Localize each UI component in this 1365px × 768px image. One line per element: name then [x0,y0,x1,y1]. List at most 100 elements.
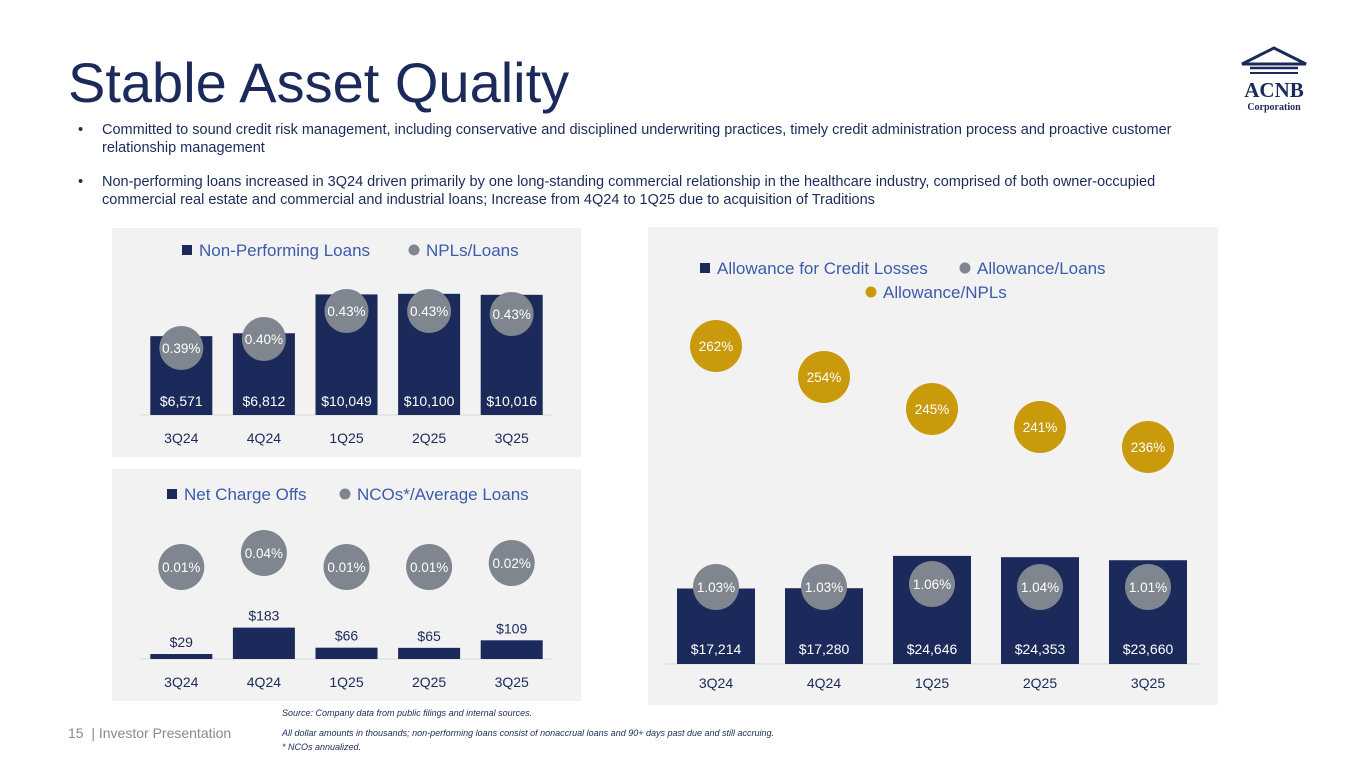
legend-label: Allowance for Credit Losses [717,259,928,278]
bar-2Q25 [398,647,461,659]
ratio-label: 1.03% [697,580,735,595]
legend-marker-circle [959,262,971,274]
ratio-marker [240,530,287,576]
bar-value-label: $17,214 [691,641,742,657]
nco-chart-panel: Net Charge Offs NCOs*/Average Loans $29 3Q2… [112,469,581,701]
ratio-label: 241% [1023,420,1058,435]
ratio-label: 0.01% [410,560,448,575]
ratio-marker [407,289,452,333]
legend-marker-circle [339,488,351,500]
category-label: 3Q25 [1131,675,1165,691]
legend-label: NPLs/Loans [426,241,519,260]
category-label: 4Q24 [807,675,841,691]
ratio-label: 245% [915,402,950,417]
ratio-label: 0.43% [327,304,365,319]
bar-value-label: $23,660 [1123,641,1174,657]
ratio-marker [159,326,204,370]
nco-chart: Net Charge Offs NCOs*/Average Loans $29 3Q2… [140,485,553,690]
ratio-marker [241,317,286,361]
ratio-marker [158,544,205,590]
bar-value-label: $65 [417,628,441,644]
ratio-marker [406,544,453,590]
bar-value-label: $183 [248,608,279,624]
legend-label: Allowance/NPLs [883,283,1007,302]
logo-sub-text: Corporation [1247,102,1301,113]
legend-label: Allowance/Loans [977,259,1106,278]
bar-value-label: $24,646 [907,641,958,657]
bar-4Q24 [232,627,295,659]
category-label: 1Q25 [329,430,363,446]
ratio-marker [1017,564,1063,610]
bullet-item: Committed to sound credit risk managemen… [78,121,1218,157]
ratio-marker [693,564,739,610]
legend-marker-circle [865,286,877,298]
legend-label: NCOs*/Average Loans [357,485,529,504]
ratio-marker [489,292,534,336]
category-label: 3Q25 [495,674,529,690]
bar-value-label: $29 [170,634,194,650]
ratio-label: 0.01% [327,560,365,575]
gold-ratio-marker [1122,421,1174,473]
bullet-item: Non-performing loans increased in 3Q24 d… [78,173,1218,209]
gold-ratio-marker [690,320,742,372]
ratio-marker [323,544,370,590]
category-label: 3Q24 [164,674,198,690]
logo-main-text: ACNB [1244,78,1304,102]
category-label: 2Q25 [412,674,446,690]
bar-value-label: $10,016 [486,393,537,409]
ratio-label: 0.40% [245,332,283,347]
ratio-label: 0.04% [245,546,283,561]
bar-1Q25 [315,647,378,659]
ratio-label: 0.39% [162,341,200,356]
bar-3Q24 [150,654,213,659]
ratio-marker [909,561,955,607]
acnb-logo-icon [1241,46,1307,74]
category-label: 4Q24 [247,430,281,446]
footer-page-label: 15 | Investor Presentation [68,725,232,741]
ratio-label: 0.43% [410,304,448,319]
legend-marker-circle [408,244,420,256]
gold-ratio-marker [1014,401,1066,453]
ratio-marker [1125,564,1171,610]
category-label: 3Q24 [164,430,198,446]
category-label: 3Q25 [495,430,529,446]
bar-value-label: $66 [335,628,359,644]
ratio-label: 0.43% [493,307,531,322]
bar-value-label: $10,100 [404,393,455,409]
ratio-label: 254% [807,370,842,385]
bar-value-label: $24,353 [1015,641,1066,657]
acl-chart: Allowance for Credit Losses Allowance/Loa… [662,259,1202,691]
npl-chart-panel: Non-Performing Loans NPLs/Loans $6,571 3Q24… [112,228,581,457]
logo-wordmark: ACNB Corporation [1240,78,1308,114]
ratio-label: 1.01% [1129,580,1167,595]
bar-value-label: $6,571 [160,393,203,409]
bar-value-label: $17,280 [799,641,850,657]
legend-marker-square [700,263,710,273]
ratio-marker [488,540,535,586]
npl-chart: Non-Performing Loans NPLs/Loans $6,571 3Q24… [140,241,553,446]
ratio-label: 1.03% [805,580,843,595]
footer-note: * NCOs annualized. [282,742,362,752]
ratio-label: 1.06% [913,577,951,592]
category-label: 2Q25 [1023,675,1057,691]
bar-value-label: $6,812 [242,393,285,409]
bullet-list: Committed to sound credit risk managemen… [78,121,1218,225]
ratio-label: 1.04% [1021,580,1059,595]
footer-note: All dollar amounts in thousands; non-per… [282,728,775,738]
ratio-marker [801,564,847,610]
gold-ratio-marker [798,351,850,403]
ratio-label: 0.02% [493,556,531,571]
gold-ratio-marker [906,383,958,435]
footer-note: Source: Company data from public filings… [282,708,533,718]
ratio-label: 262% [699,339,734,354]
legend-marker-square [182,245,192,255]
category-label: 2Q25 [412,430,446,446]
ratio-label: 236% [1131,440,1166,455]
bar-value-label: $10,049 [321,393,372,409]
ratio-label: 0.01% [162,560,200,575]
page-title: Stable Asset Quality [68,51,570,114]
legend-marker-square [167,489,177,499]
legend-label: Non-Performing Loans [199,241,370,260]
bar-3Q25 [480,640,543,659]
category-label: 1Q25 [329,674,363,690]
